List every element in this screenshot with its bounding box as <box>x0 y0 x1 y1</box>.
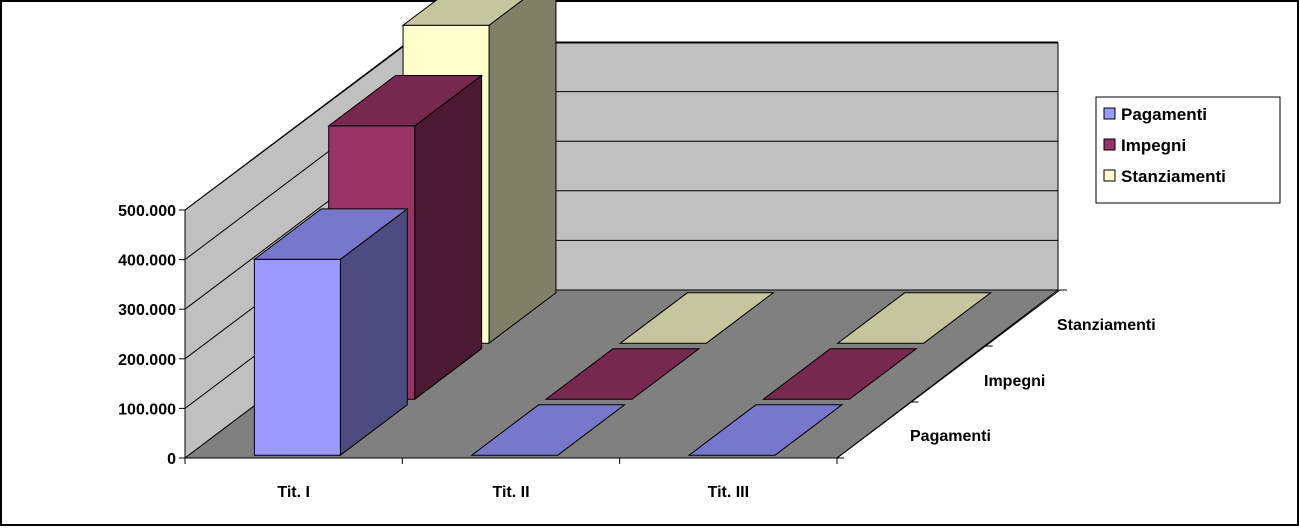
axes <box>179 209 1067 464</box>
bar-pagamenti-tit-iii <box>687 404 844 456</box>
legend-swatch <box>1103 169 1116 182</box>
bar-side-face <box>488 0 557 345</box>
x-tick-label: Tit. I <box>277 484 310 501</box>
legend-item-pagamenti: Pagamenti <box>1103 105 1207 124</box>
bar-top-face <box>327 75 484 127</box>
x-tick-label: Tit. II <box>492 484 529 501</box>
bar-stanziamenti-tit-iii <box>836 292 993 344</box>
bar-top-face <box>252 208 409 260</box>
depth-axis-label: Impegni <box>984 373 1045 390</box>
legend-item-impegni: Impegni <box>1103 136 1186 155</box>
bar-top-face <box>544 348 701 400</box>
y-tick-label: 100.000 <box>118 401 176 418</box>
bar-top-face <box>761 348 918 400</box>
bars <box>252 0 993 457</box>
bar-impegni-tit-ii <box>544 348 701 400</box>
bar-impegni-tit-iii <box>761 348 918 400</box>
legend-items: Pagamenti Impegni Stanziamenti <box>1103 105 1226 186</box>
y-tick-label: 0 <box>167 451 176 468</box>
bar-top-face <box>401 0 524 26</box>
bar-top-face <box>836 292 993 344</box>
bar-pagamenti-tit-i <box>252 207 409 457</box>
depth-axis-label: Stanziamenti <box>1057 317 1156 334</box>
bar-top-face <box>618 292 775 344</box>
y-tick-label: 500.000 <box>118 203 176 220</box>
legend-swatch <box>1103 107 1116 120</box>
bar-top-face <box>470 404 627 456</box>
x-axis-tick-labels: Tit. I Tit. II Tit. III <box>277 484 749 501</box>
legend-label: Impegni <box>1121 136 1186 155</box>
depth-axis-label: Pagamenti <box>910 428 991 445</box>
bar-front-face <box>253 258 341 456</box>
y-tick-label: 200.000 <box>118 352 176 369</box>
x-tick-label: Tit. III <box>708 484 749 501</box>
y-axis-tick-labels: 0 100.000 200.000 300.000 400.000 500.000 <box>118 203 176 468</box>
bar-stanziamenti-tit-ii <box>618 292 775 344</box>
depth-axis-labels: Pagamenti Impegni Stanziamenti <box>910 317 1156 445</box>
bar-pagamenti-tit-ii <box>470 404 627 456</box>
legend-box <box>1095 96 1281 204</box>
legend-item-stanziamenti: Stanziamenti <box>1103 167 1226 186</box>
legend-label: Stanziamenti <box>1121 167 1226 186</box>
y-tick-label: 400.000 <box>118 253 176 270</box>
legend-label: Pagamenti <box>1121 105 1207 124</box>
bar-top-face <box>687 404 844 456</box>
legend-swatch <box>1103 138 1116 151</box>
y-tick-label: 300.000 <box>118 302 176 319</box>
legend: Pagamenti Impegni Stanziamenti <box>1095 96 1281 204</box>
bar-side-face <box>414 74 483 401</box>
depth-axis-line <box>836 289 1061 459</box>
